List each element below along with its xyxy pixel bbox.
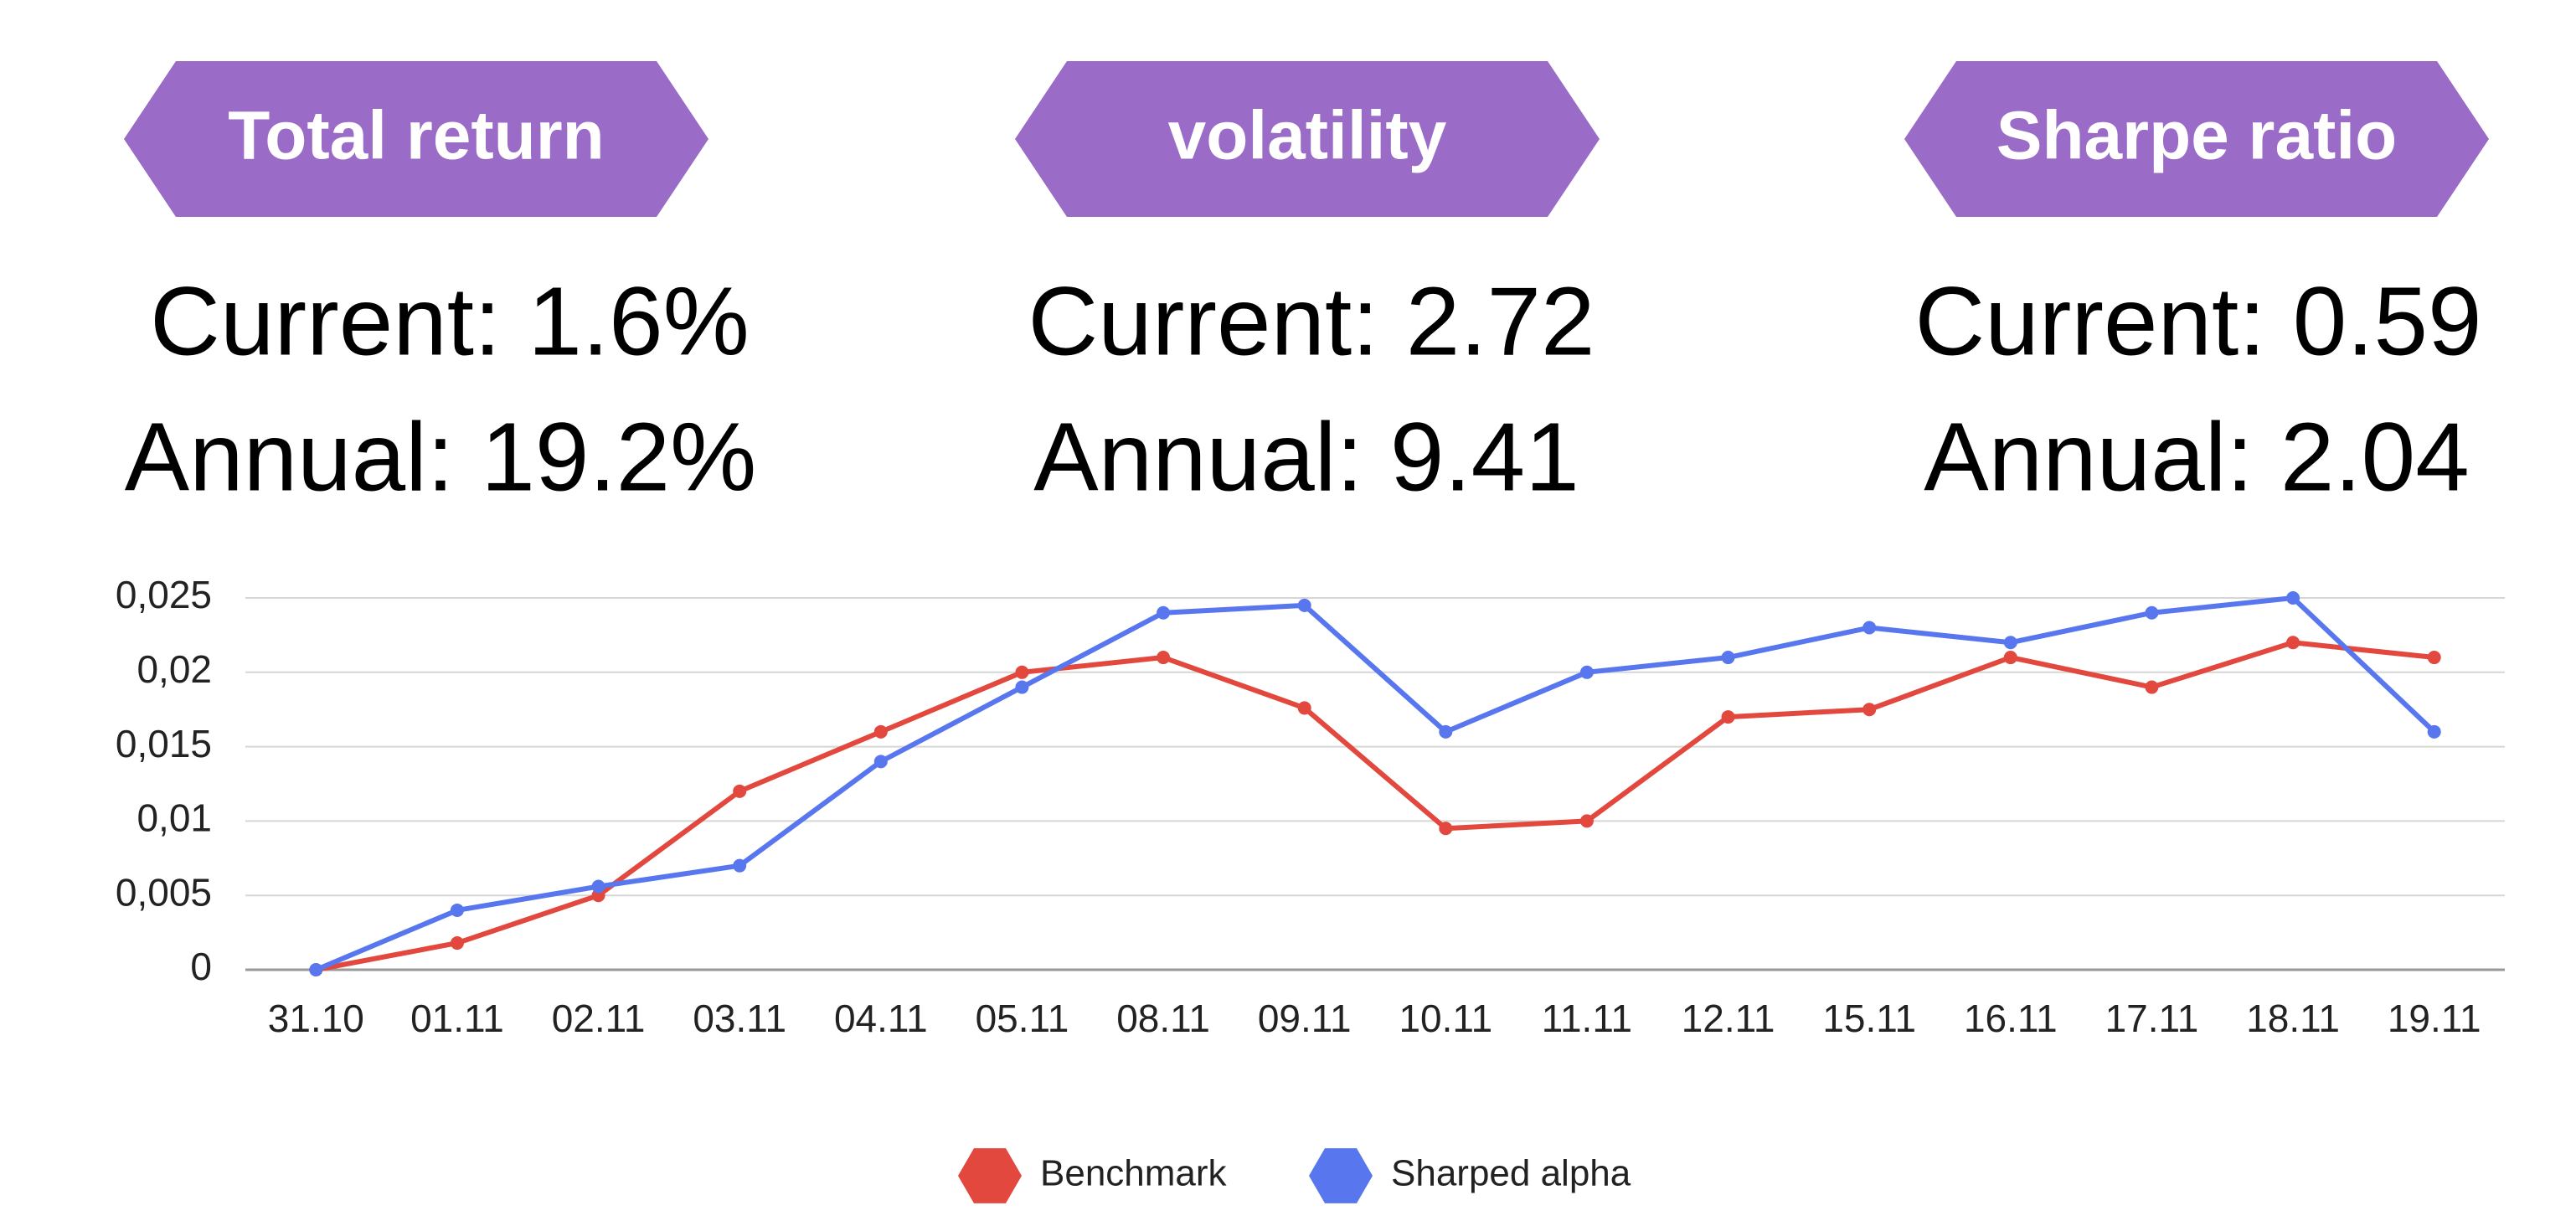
x-tick-label: 03.11: [693, 997, 786, 1040]
x-tick-label: 05.11: [976, 997, 1069, 1040]
metric-title: Sharpe ratio: [1996, 98, 2397, 174]
x-tick-label: 10.11: [1399, 997, 1492, 1040]
data-point: [873, 724, 888, 739]
metric-card: Sharpe ratio Current: 0.59 Annual: 2.04: [1904, 61, 2489, 512]
x-tick-label: 04.11: [834, 997, 928, 1040]
data-point: [2003, 651, 2017, 665]
data-point: [1297, 598, 1311, 612]
x-tick-label: 18.11: [2246, 997, 2340, 1040]
series-line: [315, 640, 2435, 972]
data-point: [2003, 636, 2017, 650]
data-point: [591, 879, 605, 894]
metric-title: volatility: [1168, 98, 1447, 174]
x-tick-label: 15.11: [1822, 997, 1916, 1040]
data-point: [1297, 701, 1311, 715]
metric-badge: [1904, 61, 2489, 217]
metric-current: Current: 2.72: [1028, 267, 1595, 376]
x-tick-label: 17.11: [2105, 997, 2199, 1040]
data-point: [1015, 665, 1029, 679]
data-point: [2286, 591, 2300, 605]
data-point: [309, 963, 323, 976]
data-point: [450, 936, 464, 951]
data-point: [1439, 822, 1453, 836]
metric-current: Current: 1.6%: [150, 267, 750, 376]
x-tick-label: 08.11: [1116, 997, 1210, 1040]
x-tick-label: 11.11: [1542, 997, 1632, 1040]
line-chart: 0 0,005 0,01 0,015 0,02 0,025 31.10 01.11 02.11 0…: [116, 573, 2505, 1203]
data-point: [1157, 651, 1171, 665]
metric-current: Current: 0.59: [1914, 267, 2481, 376]
data-point: [1579, 665, 1594, 679]
data-point: [1579, 814, 1594, 828]
y-tick-label: 0: [190, 945, 212, 988]
metric-card: volatility Current: 2.72 Annual: 9.41: [1015, 61, 1600, 512]
data-point: [1157, 605, 1171, 620]
y-tick-label: 0,015: [116, 722, 212, 765]
x-tick-label: 12.11: [1682, 997, 1775, 1040]
x-tick-label: 02.11: [552, 997, 646, 1040]
metric-badge: [1015, 61, 1600, 217]
data-point: [2427, 724, 2441, 739]
data-point: [733, 858, 747, 873]
x-tick-label: 31.10: [268, 997, 364, 1040]
legend-label: Benchmark: [1040, 1153, 1228, 1194]
data-point: [1721, 651, 1735, 665]
data-point: [873, 755, 888, 769]
metric-title: Total return: [228, 98, 604, 174]
x-tick-label: 19.11: [2388, 997, 2481, 1040]
data-point: [1015, 680, 1029, 694]
data-point: [2145, 605, 2159, 620]
data-point: [2286, 636, 2300, 650]
data-point: [1862, 703, 1877, 717]
y-tick-label: 0,01: [137, 796, 212, 840]
legend-marker: [1309, 1148, 1373, 1203]
x-tick-label: 16.11: [1964, 997, 2058, 1040]
y-tick-label: 0,025: [116, 573, 212, 616]
y-tick-label: 0,02: [137, 647, 212, 691]
data-point: [1721, 710, 1735, 724]
metric-annual: Annual: 9.41: [1033, 403, 1579, 512]
metric-badge: [124, 61, 708, 217]
legend-marker: [958, 1148, 1022, 1203]
data-point: [733, 784, 747, 798]
data-point: [450, 903, 464, 917]
x-tick-label: 01.11: [410, 997, 504, 1040]
x-tick-label: 09.11: [1258, 997, 1352, 1040]
data-point: [2427, 651, 2441, 665]
series-line: [315, 595, 2436, 972]
data-point: [2145, 680, 2159, 694]
data-point: [1862, 621, 1877, 635]
metric-annual: Annual: 19.2%: [125, 403, 757, 512]
data-point: [1439, 724, 1453, 739]
y-tick-label: 0,005: [116, 870, 212, 914]
metric-annual: Annual: 2.04: [1924, 403, 2469, 512]
metric-card: Total return Current: 1.6% Annual: 19.2%: [124, 61, 756, 512]
legend-label: Sharped alpha: [1391, 1153, 1631, 1194]
